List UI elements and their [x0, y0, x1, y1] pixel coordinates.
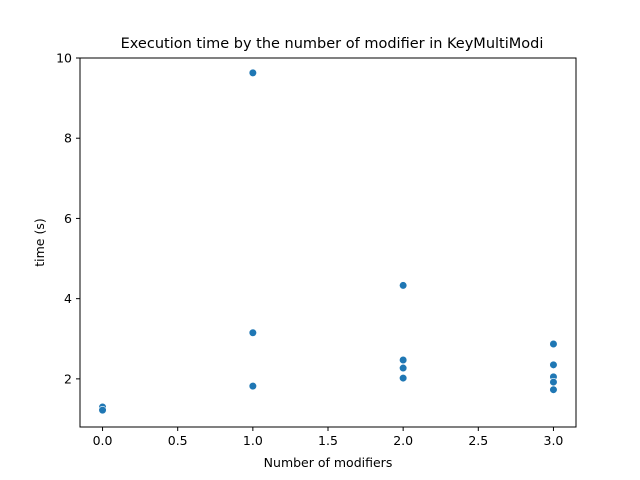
data-point [549, 360, 558, 369]
data-point [399, 281, 408, 290]
x-tick-label: 3.0 [544, 433, 564, 448]
x-tick-label: 0.5 [168, 433, 188, 448]
data-point [399, 373, 408, 383]
x-tick-label: 2.5 [468, 433, 488, 448]
data-point [399, 363, 408, 373]
y-tick-label: 6 [64, 211, 72, 226]
data-point [98, 406, 107, 415]
x-tick-label: 2.0 [393, 433, 413, 448]
data-point [248, 68, 257, 77]
y-tick-label: 2 [64, 371, 72, 386]
data-point [549, 377, 558, 387]
x-axis-label: Number of modifiers [264, 455, 393, 470]
y-axis: 2 4 6 8 10 [56, 51, 80, 386]
data-point [549, 385, 558, 394]
x-axis: 0.0 0.5 1.0 1.5 2.0 2.5 3.0 [93, 427, 564, 448]
y-tick-label: 8 [64, 131, 72, 146]
x-tick-label: 1.0 [243, 433, 263, 448]
x-tick-label: 0.0 [93, 433, 113, 448]
data-points [98, 68, 558, 415]
plot-frame [79, 57, 577, 428]
data-point [549, 339, 558, 349]
y-axis-label: time (s) [32, 218, 47, 266]
x-tick-label: 1.5 [318, 433, 338, 448]
chart-title: Execution time by the number of modifier… [121, 36, 544, 52]
data-point [248, 381, 257, 391]
data-point [399, 355, 408, 365]
y-tick-label: 4 [64, 291, 72, 306]
data-point [248, 328, 257, 337]
y-tick-label: 10 [56, 51, 72, 66]
